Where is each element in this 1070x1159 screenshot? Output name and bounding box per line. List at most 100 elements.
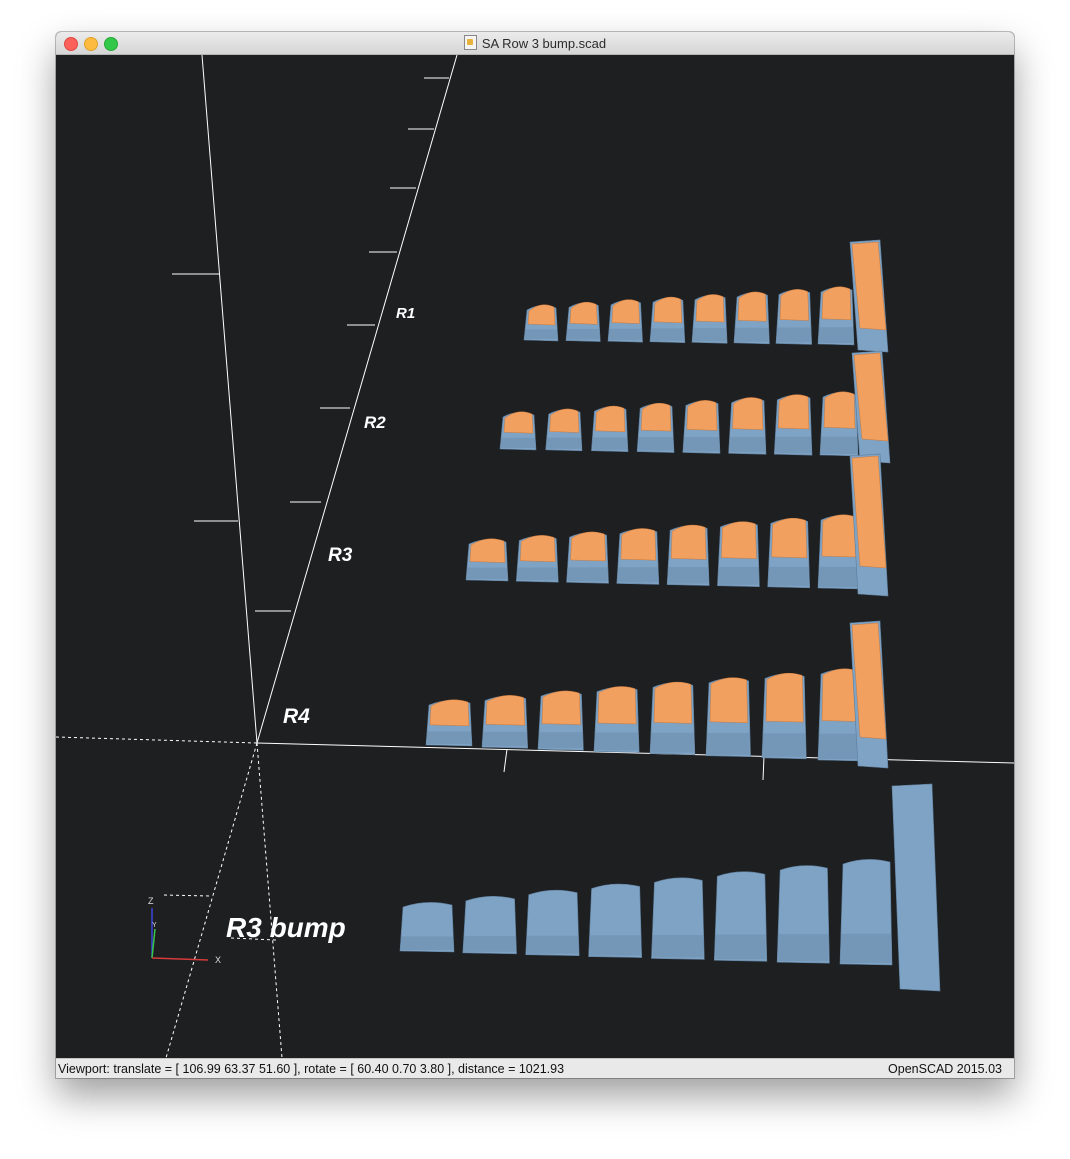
- keycap: [607, 299, 643, 343]
- keycap-top: [721, 521, 757, 559]
- keycap: [523, 304, 559, 342]
- keycap-base-shade: [819, 327, 853, 343]
- keycap-base-shade: [763, 733, 806, 757]
- row-label-r3-bump: R3 bump: [226, 912, 346, 943]
- keycap-groups: [399, 239, 941, 992]
- keycap-top: [653, 681, 693, 724]
- keycap-top: [640, 402, 672, 432]
- keycap-top: [597, 686, 637, 725]
- keycap-base-shade: [589, 935, 641, 956]
- keycap: [525, 889, 580, 957]
- keycap-long: [851, 350, 891, 464]
- row-label-r1: R1: [396, 305, 415, 322]
- 3d-scene[interactable]: R1 R2 R3 R4 R3 bump Z Y X: [56, 55, 1014, 1058]
- minimize-window-button[interactable]: [84, 37, 98, 51]
- keycap-base-shade: [609, 328, 642, 341]
- keycap-base-shade: [768, 566, 809, 586]
- guide-line: [163, 894, 210, 897]
- keycap-long-top: [851, 241, 887, 331]
- keycap: [666, 524, 710, 586]
- keycap: [537, 690, 584, 751]
- keycap-top: [686, 400, 718, 431]
- keycap: [728, 397, 767, 455]
- keycap-top: [765, 672, 804, 723]
- zoom-window-button[interactable]: [104, 37, 118, 51]
- keycap: [593, 686, 640, 753]
- keycap: [775, 289, 813, 345]
- keycap: [817, 514, 861, 590]
- keycap-long: [891, 783, 941, 992]
- keycap: [761, 672, 807, 760]
- keycap: [839, 859, 893, 966]
- gizmo-y-label: Y: [152, 922, 157, 929]
- keycap: [776, 865, 830, 964]
- keycap-base-shade: [501, 437, 535, 448]
- keycap-base-shade: [567, 329, 600, 340]
- keycap-long: [849, 620, 889, 769]
- viewport-info: Viewport: translate = [ 106.99 63.37 51.…: [58, 1062, 565, 1076]
- row-label-r4: R4: [283, 705, 310, 728]
- keycap: [651, 877, 705, 960]
- row-label-r3: R3: [328, 545, 353, 566]
- keycap: [819, 391, 859, 457]
- row-label-r2: R2: [364, 413, 386, 432]
- status-bar: Viewport: translate = [ 106.99 63.37 51.…: [56, 1058, 1014, 1078]
- keycap-long-top: [853, 352, 889, 442]
- tick: [762, 755, 765, 781]
- keycap-long: [849, 453, 889, 597]
- z-axis: [256, 55, 458, 744]
- window-title: SA Row 3 bump.scad: [481, 36, 607, 51]
- keycap-top: [771, 517, 807, 559]
- keycap-base-shade: [651, 328, 684, 341]
- y-axis-back: [201, 55, 258, 744]
- keycap-top: [737, 291, 767, 322]
- keycap: [481, 695, 529, 749]
- gizmo-y-line: [151, 928, 156, 959]
- keycap-base-shade: [617, 567, 658, 583]
- keycap: [733, 291, 770, 345]
- guide-line: [230, 937, 277, 941]
- keycap-base-shade: [668, 567, 709, 584]
- keycap-base-shade: [735, 327, 769, 342]
- keycap: [767, 517, 811, 589]
- gizmo-z-label: Z: [148, 896, 154, 906]
- z-axis-negative: [165, 742, 258, 1058]
- row-4: [425, 620, 889, 769]
- scad-document-icon: [463, 35, 477, 50]
- window-title-wrap: SA Row 3 bump.scad: [56, 35, 1014, 51]
- keycap-base-shade: [729, 436, 765, 453]
- keycap-base-shade: [693, 328, 727, 342]
- keycap-base-shade: [821, 436, 857, 454]
- keycap-base-shade: [539, 732, 583, 749]
- row-labels: R1 R2 R3 R4 R3 bump: [226, 305, 415, 943]
- keycap-top: [821, 514, 858, 558]
- keycap: [773, 394, 813, 456]
- keycap: [499, 411, 537, 451]
- keycap-base-shade: [819, 566, 859, 587]
- keycap-top: [821, 286, 852, 321]
- row-1: [523, 239, 889, 353]
- keycap-top: [527, 304, 556, 326]
- gizmo-x-label: X: [215, 955, 221, 965]
- keycap: [717, 521, 760, 588]
- keycap-top: [541, 690, 581, 725]
- keycap: [565, 301, 601, 342]
- keycap-top: [429, 699, 470, 727]
- version-label: OpenSCAD 2015.03: [888, 1062, 1002, 1076]
- keycap: [515, 535, 559, 583]
- keycap-base-shade: [526, 935, 579, 954]
- row-2: [499, 350, 891, 464]
- keycap: [465, 538, 509, 582]
- keycap-long-top: [851, 455, 887, 569]
- keycap-top: [823, 391, 856, 429]
- keycap-top: [778, 394, 810, 430]
- close-window-button[interactable]: [64, 37, 78, 51]
- 3d-viewport[interactable]: R1 R2 R3 R4 R3 bump Z Y X: [56, 55, 1014, 1058]
- keycap-base-shade: [841, 933, 891, 963]
- keycap: [649, 681, 696, 755]
- keycap-top: [779, 289, 809, 321]
- keycap-base-shade: [777, 327, 811, 343]
- keycap-top: [503, 411, 534, 434]
- keycap-top: [520, 535, 556, 563]
- keycap-top: [611, 299, 640, 324]
